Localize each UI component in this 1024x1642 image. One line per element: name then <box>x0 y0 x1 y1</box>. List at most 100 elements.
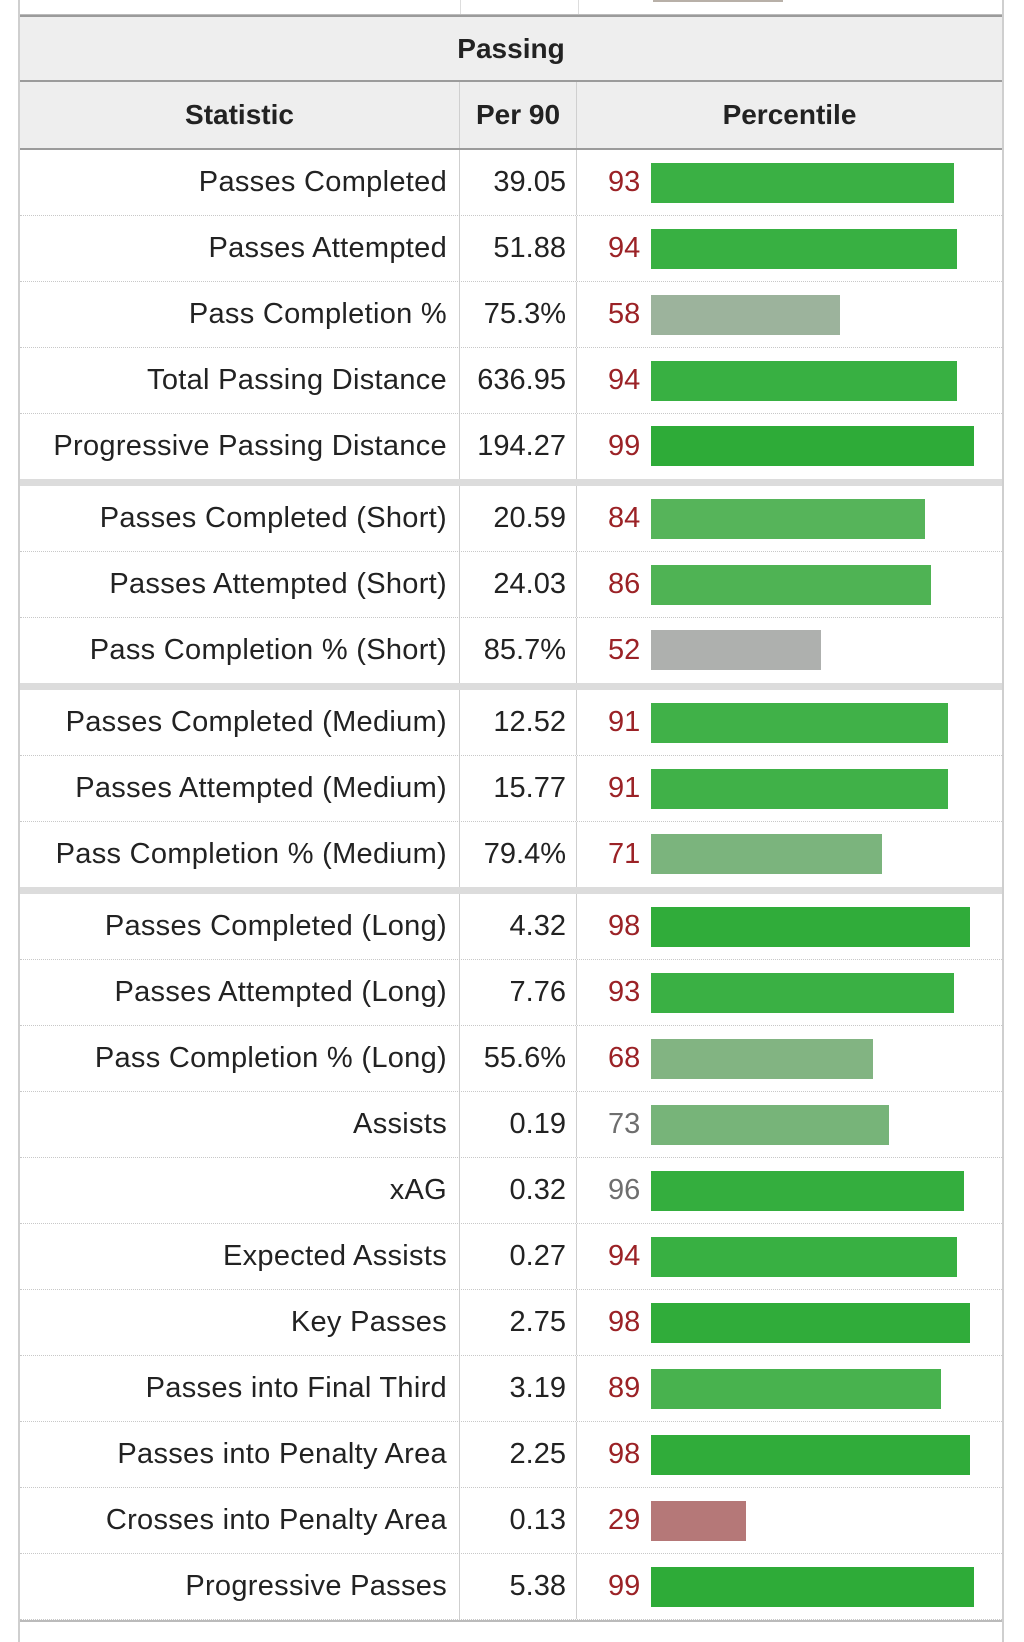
stat-name-cell[interactable]: Pass Completion % (Long) <box>20 1026 460 1091</box>
percentile-bar <box>651 1303 970 1343</box>
per90-cell: 75.3% <box>460 282 577 347</box>
percentile-cell: 94 <box>577 216 1002 281</box>
percentile-bar <box>651 1039 873 1079</box>
stat-name-cell[interactable]: Expected Assists <box>20 1224 460 1289</box>
column-header-per90[interactable]: Per 90 <box>460 82 577 148</box>
percentile-bar-track <box>651 960 1002 1025</box>
column-header-statistic[interactable]: Statistic <box>20 82 460 148</box>
percentile-bar-track <box>651 282 1002 347</box>
per90-cell: 194.27 <box>460 414 577 479</box>
percentile-bar <box>651 565 931 605</box>
per90-cell: 55.6% <box>460 1026 577 1091</box>
percentile-value: 84 <box>608 502 641 534</box>
per90-cell: 7.76 <box>460 960 577 1025</box>
table-row: Progressive Passing Distance 194.27 99 <box>20 414 1002 486</box>
section-title: Passing <box>20 15 1002 82</box>
stat-name-cell[interactable]: Passes Completed (Long) <box>20 894 460 959</box>
percentile-bar-track <box>651 414 1002 479</box>
stat-name-cell[interactable]: Passes Completed (Short) <box>20 486 460 551</box>
stat-name-cell[interactable]: Progressive Passes <box>20 1554 460 1619</box>
table-row: Passes into Penalty Area 2.25 98 <box>20 1422 1002 1488</box>
stat-name-cell[interactable]: Passes Completed <box>20 150 460 215</box>
percentile-value: 98 <box>608 1438 641 1470</box>
table-row: Passes Completed 39.05 93 <box>20 150 1002 216</box>
stat-name-cell[interactable]: Passes into Final Third <box>20 1356 460 1421</box>
percentile-value: 98 <box>608 910 641 942</box>
previous-bar-fragment <box>653 0 783 2</box>
percentile-bar-track <box>651 150 1002 215</box>
stat-name-cell[interactable]: Passes Completed (Medium) <box>20 690 460 755</box>
table-bottom-border <box>20 1620 1002 1630</box>
table-row: Crosses into Penalty Area 0.13 29 <box>20 1488 1002 1554</box>
percentile-cell: 68 <box>577 1026 1002 1091</box>
percentile-bar <box>651 1105 889 1145</box>
percentile-cell: 99 <box>577 1554 1002 1619</box>
percentile-bar-track <box>651 1554 1002 1619</box>
percentile-bar <box>651 163 954 203</box>
table-row: Pass Completion % (Medium) 79.4% 71 <box>20 822 1002 894</box>
column-header-row: Statistic Per 90 Percentile <box>20 82 1002 150</box>
stat-name-cell[interactable]: Pass Completion % (Short) <box>20 618 460 683</box>
table-row: Passes Attempted (Medium) 15.77 91 <box>20 756 1002 822</box>
percentile-bar <box>651 834 882 874</box>
stat-name-cell[interactable]: Passes into Penalty Area <box>20 1422 460 1487</box>
column-header-percentile[interactable]: Percentile <box>722 99 857 130</box>
table-row: Assists 0.19 73 <box>20 1092 1002 1158</box>
percentile-bar-track <box>651 1224 1002 1289</box>
percentile-cell: 84 <box>577 486 1002 551</box>
percentile-value: 52 <box>608 634 641 666</box>
stat-name-cell[interactable]: Passes Attempted (Medium) <box>20 756 460 821</box>
stat-name-cell[interactable]: Crosses into Penalty Area <box>20 1488 460 1553</box>
table-row: Pass Completion % (Short) 85.7% 52 <box>20 618 1002 690</box>
stat-name-cell[interactable]: Key Passes <box>20 1290 460 1355</box>
percentile-value: 96 <box>608 1174 641 1206</box>
percentile-value: 93 <box>608 166 641 198</box>
table-row: Total Passing Distance 636.95 94 <box>20 348 1002 414</box>
percentile-bar <box>651 295 840 335</box>
stat-name-cell[interactable]: Passes Attempted (Short) <box>20 552 460 617</box>
table-body: Passes Completed 39.05 93 Passes Attempted 5… <box>20 150 1002 1620</box>
table-row: Pass Completion % (Long) 55.6% 68 <box>20 1026 1002 1092</box>
stat-name-cell[interactable]: Pass Completion % (Medium) <box>20 822 460 887</box>
percentile-value: 89 <box>608 1372 641 1404</box>
percentile-bar <box>651 1369 941 1409</box>
percentile-cell: 98 <box>577 1422 1002 1487</box>
per90-cell: 79.4% <box>460 822 577 887</box>
percentile-value: 91 <box>608 706 641 738</box>
per90-cell: 24.03 <box>460 552 577 617</box>
percentile-bar-track <box>651 756 1002 821</box>
stat-name-cell[interactable]: Progressive Passing Distance <box>20 414 460 479</box>
per90-cell: 2.75 <box>460 1290 577 1355</box>
percentile-bar <box>651 499 925 539</box>
percentile-cell: 94 <box>577 1224 1002 1289</box>
percentile-bar-track <box>651 216 1002 281</box>
table-row: Passes Attempted (Short) 24.03 86 <box>20 552 1002 618</box>
stat-name-cell[interactable]: Assists <box>20 1092 460 1157</box>
percentile-cell: 52 <box>577 618 1002 683</box>
stat-name-cell[interactable]: Pass Completion % <box>20 282 460 347</box>
stat-name-cell[interactable]: Passes Attempted (Long) <box>20 960 460 1025</box>
percentile-bar-track <box>651 486 1002 551</box>
percentile-cell: 93 <box>577 150 1002 215</box>
per90-cell: 0.27 <box>460 1224 577 1289</box>
percentile-bar <box>651 1435 970 1475</box>
percentile-value: 73 <box>608 1108 641 1140</box>
table-row: Expected Assists 0.27 94 <box>20 1224 1002 1290</box>
stat-name-cell[interactable]: Total Passing Distance <box>20 348 460 413</box>
percentile-value: 93 <box>608 976 641 1008</box>
per90-cell: 51.88 <box>460 216 577 281</box>
percentile-cell: 98 <box>577 894 1002 959</box>
previous-row-fragment <box>20 0 1002 15</box>
stat-name-cell[interactable]: Passes Attempted <box>20 216 460 281</box>
percentile-value: 58 <box>608 298 641 330</box>
percentile-value: 94 <box>608 1240 641 1272</box>
per90-cell: 3.19 <box>460 1356 577 1421</box>
percentile-bar <box>651 769 948 809</box>
percentile-value: 94 <box>608 364 641 396</box>
percentile-cell: 91 <box>577 756 1002 821</box>
percentile-value: 94 <box>608 232 641 264</box>
stat-name-cell[interactable]: xAG <box>20 1158 460 1223</box>
table-row: Passes Completed (Short) 20.59 84 <box>20 486 1002 552</box>
percentile-bar <box>651 361 957 401</box>
percentile-value: 99 <box>608 1570 641 1602</box>
